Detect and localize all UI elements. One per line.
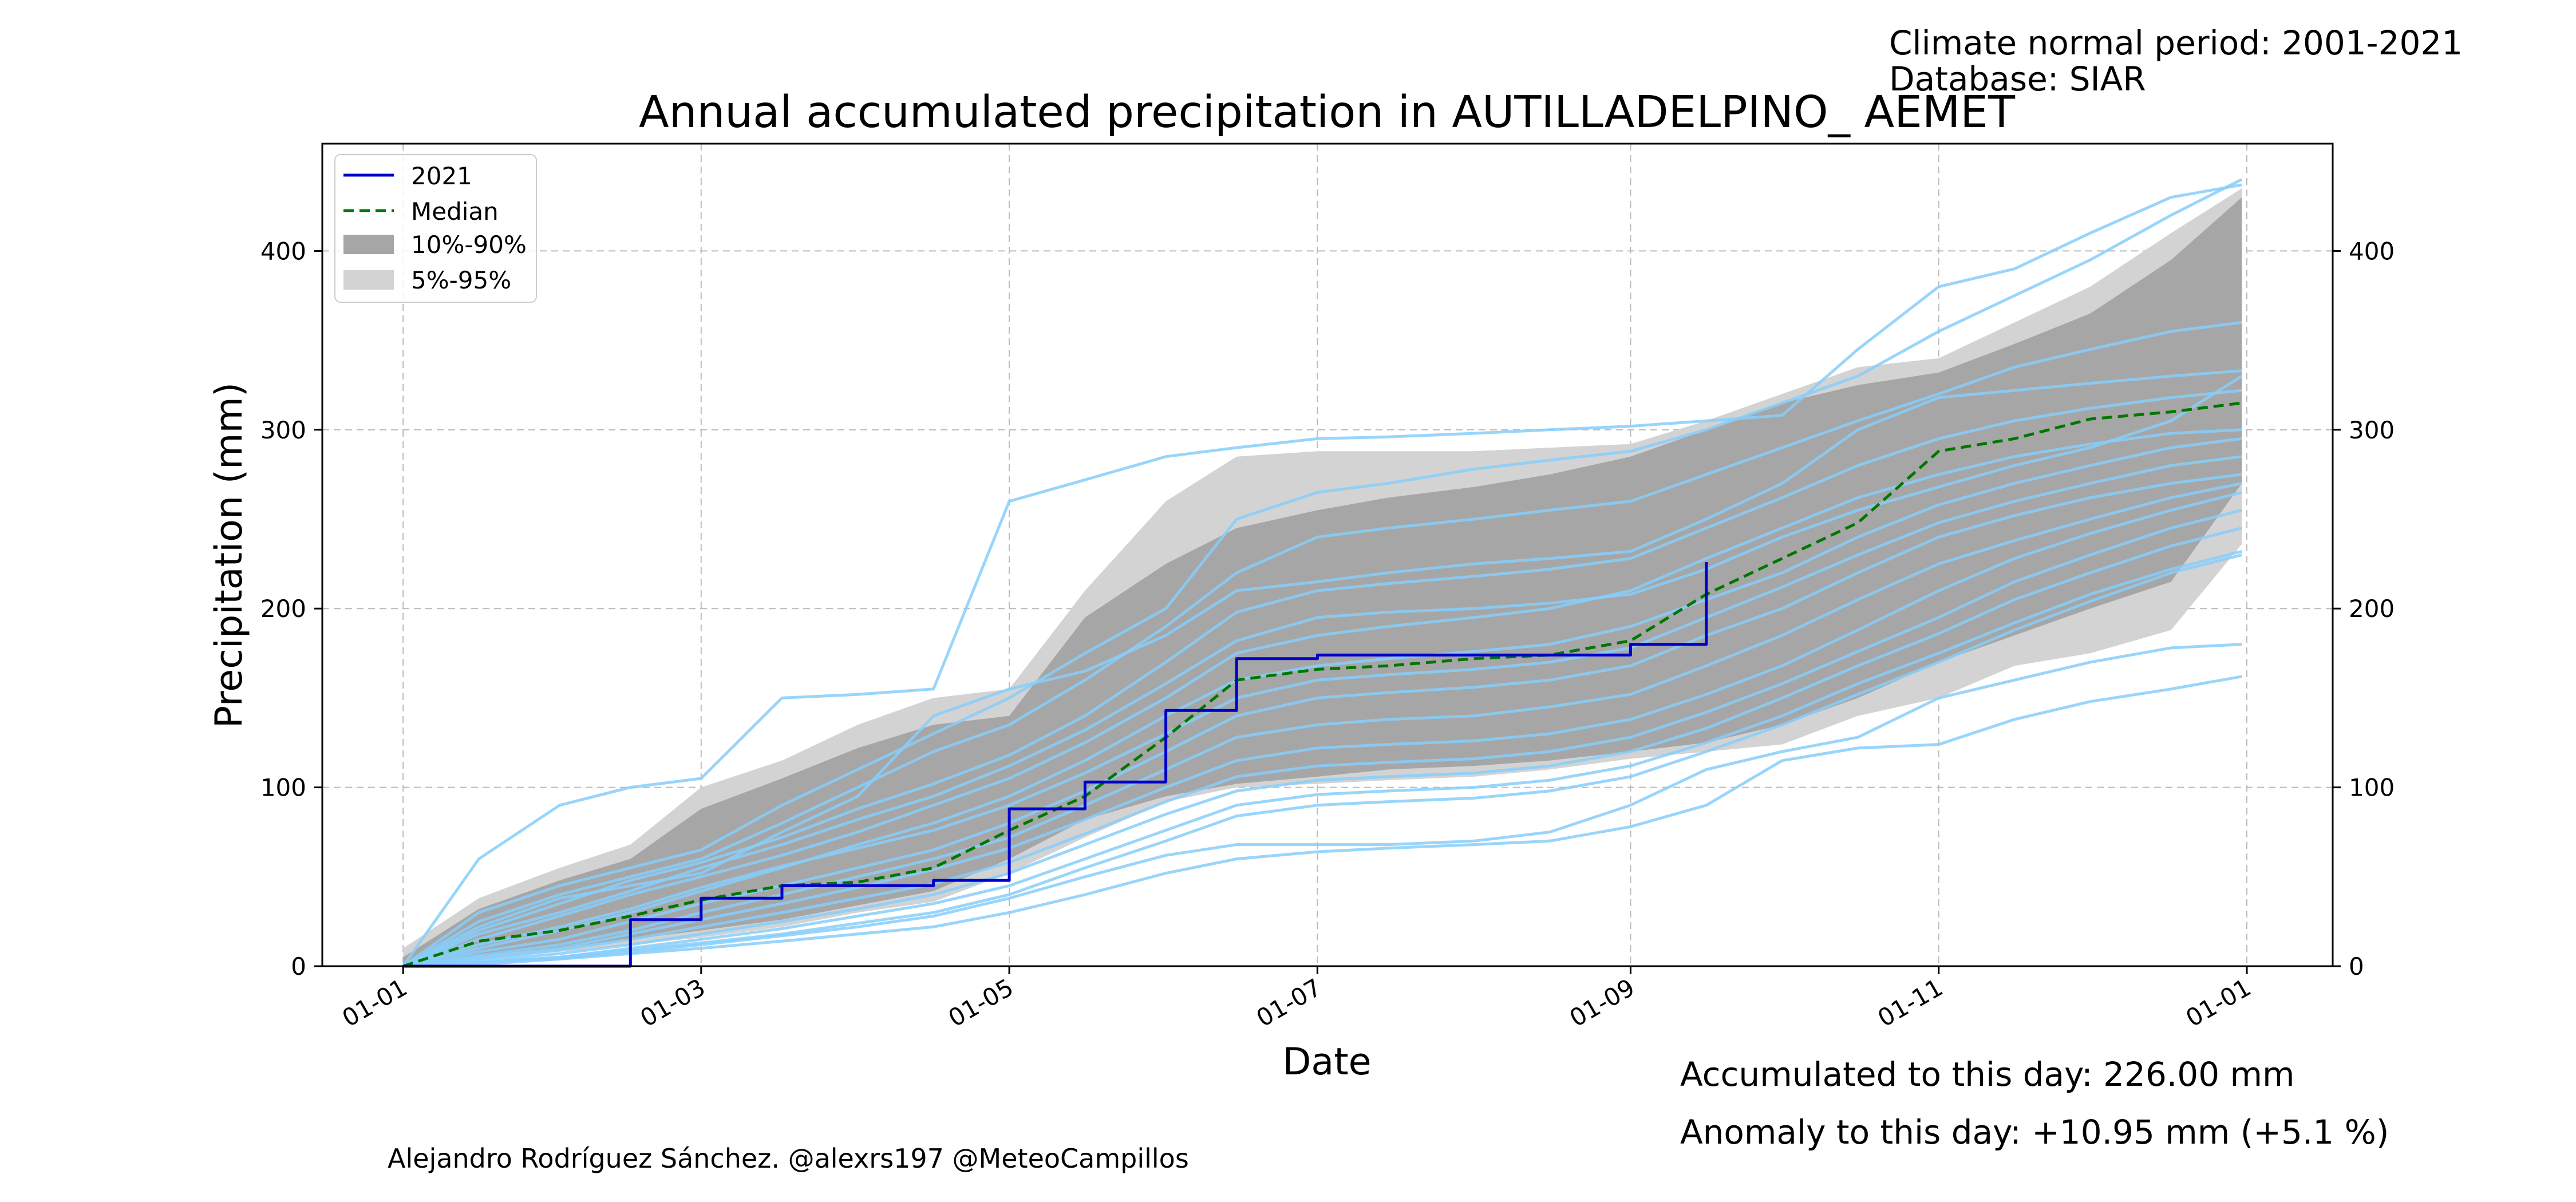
x-axis-label: Date	[1282, 1041, 1371, 1084]
historical-year-line	[403, 527, 2242, 968]
legend-label-2021: 2021	[411, 162, 472, 190]
plot-frame	[321, 143, 2334, 967]
y-tick-label-right: 200	[2349, 595, 2395, 623]
y-tick-label-left: 400	[260, 237, 306, 265]
legend: 2021 Median 10%-90% 5%-95%	[334, 154, 537, 303]
historical-year-line	[402, 389, 2242, 968]
historical-year-lines	[402, 178, 2243, 968]
normal-period-text: Climate normal period: 2001-2021	[1889, 23, 2463, 62]
historical-year-line	[402, 321, 2242, 968]
y-axis-label: Precipitation (mm)	[208, 382, 251, 728]
legend-label-5-95: 5%-95%	[411, 266, 511, 294]
y-tick-label-left: 200	[260, 595, 306, 623]
historical-year-line	[402, 369, 2242, 968]
historical-year-line	[403, 549, 2242, 968]
historical-year-line	[402, 428, 2242, 968]
current-year-2021-line	[403, 562, 1708, 968]
legend-swatch-10-90	[343, 235, 394, 254]
legend-swatch-5-95	[343, 270, 394, 290]
historical-year-line	[402, 374, 2243, 968]
accumulated-text: Accumulated to this day: 226.00 mm	[1680, 1055, 2295, 1094]
legend-label-median: Median	[411, 197, 499, 226]
chart-title: Annual accumulated precipitation in AUTI…	[639, 87, 2016, 138]
anomaly-text: Anomaly to this day: +10.95 mm (+5.1 %)	[1680, 1113, 2389, 1152]
legend-label-10-90: 10%-90%	[411, 231, 527, 259]
historical-year-line	[402, 437, 2242, 968]
historical-year-line	[402, 508, 2242, 968]
historical-year-line	[402, 178, 2243, 968]
database-text: Database: SIAR	[1889, 60, 2146, 98]
y-tick-label-left: 300	[260, 416, 306, 444]
credit-text: Alejandro Rodríguez Sánchez. @alexrs197 …	[388, 1143, 1189, 1174]
y-axis-ticks: 0 0 100 100 200 200 300 300 400 400	[260, 237, 2395, 980]
historical-year-line	[402, 183, 2242, 967]
y-tick-label-left: 0	[291, 952, 306, 980]
y-tick-label-right: 0	[2349, 952, 2364, 980]
historical-year-line	[403, 643, 2242, 968]
legend-box	[334, 154, 537, 303]
historical-year-line	[403, 675, 2242, 968]
plot-area	[322, 144, 2333, 968]
historical-year-line	[403, 553, 2242, 968]
y-tick-label-left: 100	[260, 774, 306, 802]
y-tick-label-right: 400	[2349, 237, 2395, 265]
historical-year-line	[402, 455, 2242, 968]
y-tick-label-right: 300	[2349, 416, 2395, 444]
y-tick-label-right: 100	[2349, 774, 2395, 802]
main-series-lines	[402, 401, 2242, 968]
